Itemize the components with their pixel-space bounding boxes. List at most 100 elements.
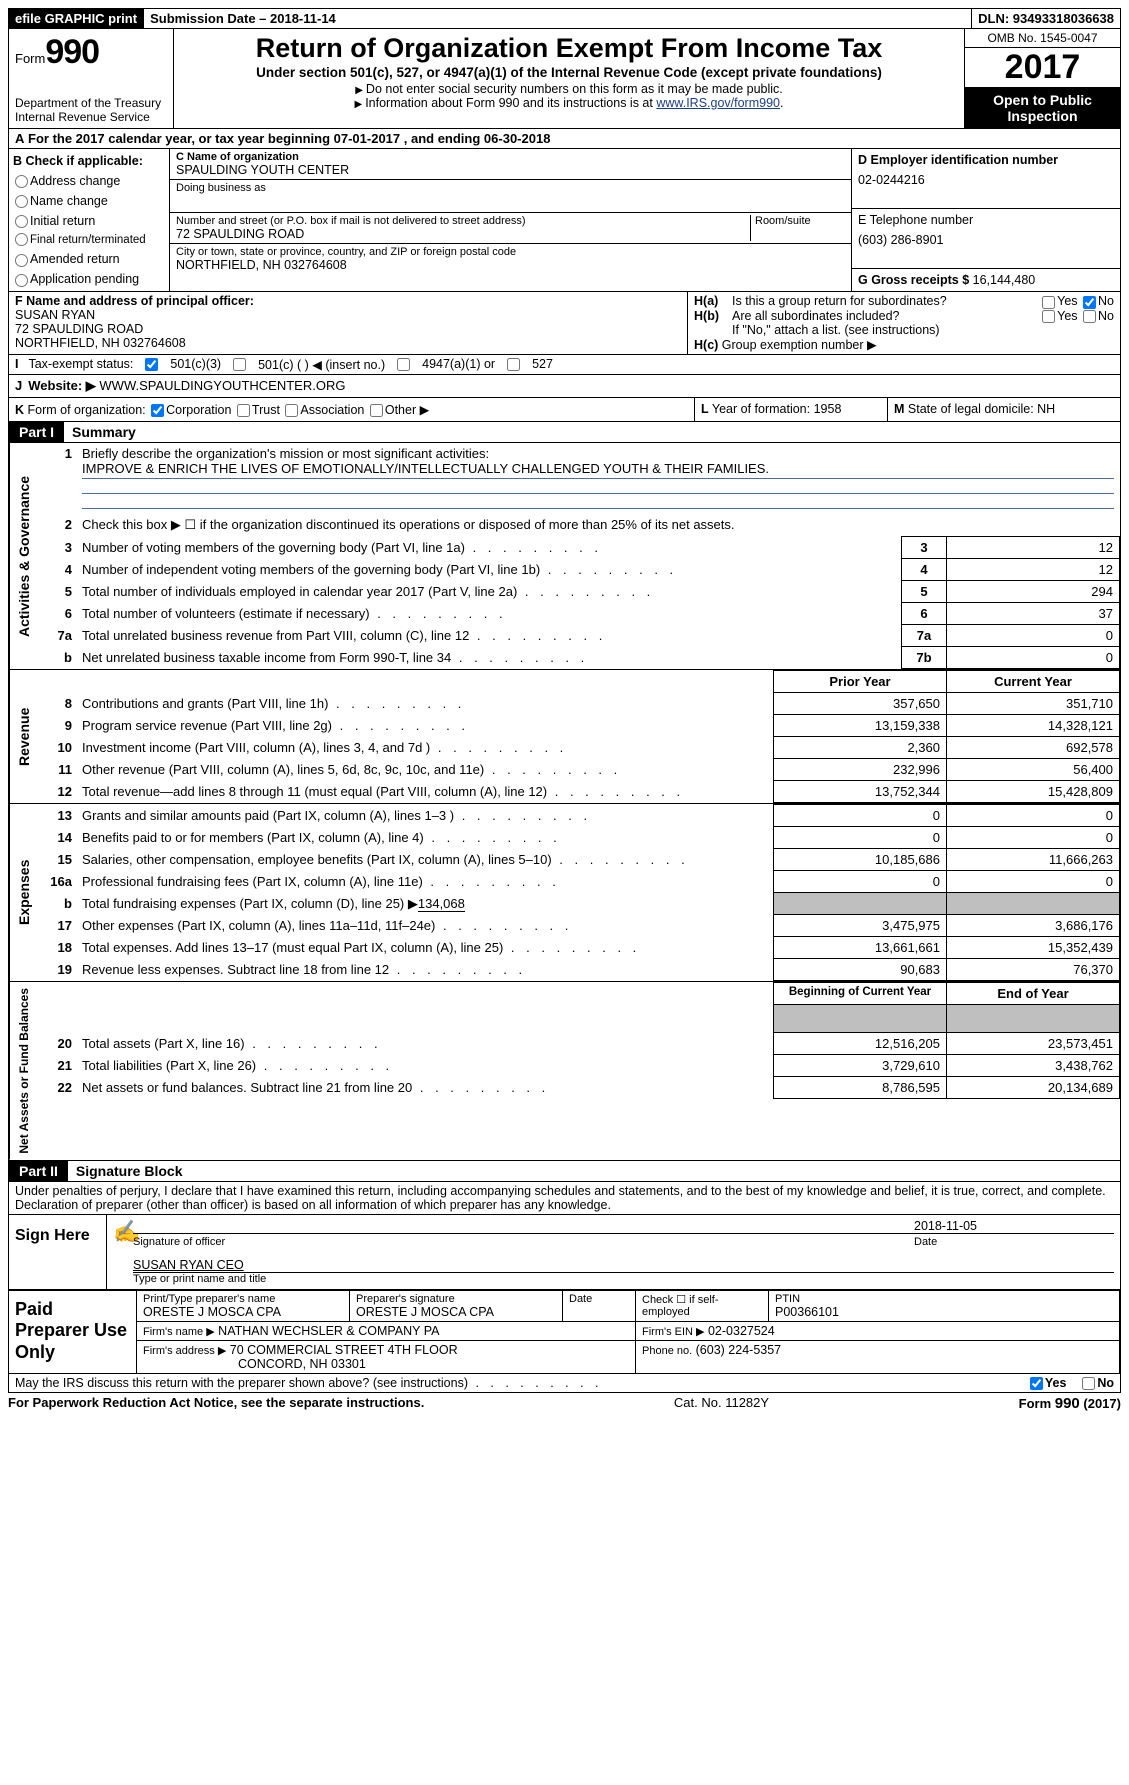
trust-check[interactable] xyxy=(237,404,250,417)
prep-name-label: Print/Type preparer's name xyxy=(143,1293,343,1305)
prior-val: 13,752,344 xyxy=(774,781,947,803)
city-value: NORTHFIELD, NH 032764608 xyxy=(176,258,845,272)
current-val: 15,428,809 xyxy=(947,781,1120,803)
line-desc: Program service revenue (Part VIII, line… xyxy=(76,715,774,737)
line-num: 10 xyxy=(38,737,76,759)
expenses-section: Expenses 13 Grants and similar amounts p… xyxy=(8,804,1121,982)
501c-check[interactable] xyxy=(233,358,246,371)
form-header: Form990 Department of the Treasury Inter… xyxy=(8,29,1121,129)
state-domicile: NH xyxy=(1037,402,1055,416)
form-subtitle: Under section 501(c), 527, or 4947(a)(1)… xyxy=(180,64,958,82)
date-label: Date xyxy=(914,1236,1114,1248)
k-label: K xyxy=(15,403,24,417)
org-name-label: C Name of organization xyxy=(176,151,845,163)
dba-label: Doing business as xyxy=(176,182,845,194)
prior-val: 0 xyxy=(774,827,947,849)
initial-return-radio[interactable] xyxy=(15,215,28,228)
corp-check[interactable] xyxy=(151,404,164,417)
line-num: 13 xyxy=(38,805,76,827)
line-num: 20 xyxy=(38,1033,76,1055)
officer-name: SUSAN RYAN xyxy=(15,308,681,322)
line-num: 9 xyxy=(38,715,76,737)
current-val: 3,686,176 xyxy=(947,915,1120,937)
line-val: 0 xyxy=(947,625,1120,647)
irs-link[interactable]: www.IRS.gov/form990 xyxy=(656,96,780,110)
assoc-check[interactable] xyxy=(285,404,298,417)
row-a-pre: For the 2017 calendar year, or tax year … xyxy=(28,131,334,146)
line-box: 7b xyxy=(902,647,947,669)
line-desc: Revenue less expenses. Subtract line 18 … xyxy=(76,959,774,981)
hb-yes-check[interactable] xyxy=(1042,310,1055,323)
ha-no-check[interactable] xyxy=(1083,296,1096,309)
line-val: 37 xyxy=(947,603,1120,625)
current-val: 14,328,121 xyxy=(947,715,1120,737)
dept-treasury: Department of the Treasury xyxy=(15,96,167,110)
line1-text: Briefly describe the organization's miss… xyxy=(82,446,489,461)
ha-text: Is this a group return for subordinates? xyxy=(732,294,1040,308)
discuss-yes-check[interactable] xyxy=(1030,1377,1043,1390)
f-cell: F Name and address of principal officer:… xyxy=(9,292,688,353)
arrow-icon xyxy=(355,96,366,110)
org-name: SPAULDING YOUTH CENTER xyxy=(176,163,845,177)
firm-addr-label: Firm's address ▶ xyxy=(143,1345,226,1357)
bcd-grid: B Check if applicable: Address change Na… xyxy=(8,149,1121,292)
other-check[interactable] xyxy=(370,404,383,417)
paid-preparer-label: Paid Preparer Use Only xyxy=(9,1291,137,1373)
name-change-radio[interactable] xyxy=(15,195,28,208)
discuss-no-check[interactable] xyxy=(1082,1377,1095,1390)
trust-label: Trust xyxy=(252,403,280,417)
name-change-label: Name change xyxy=(30,194,108,208)
501c3-check[interactable] xyxy=(145,358,158,371)
part1-header: Part I xyxy=(9,422,64,442)
line-num: 17 xyxy=(38,915,76,937)
firm-addr2: CONCORD, NH 03301 xyxy=(238,1357,366,1371)
line-val: 12 xyxy=(947,559,1120,581)
firm-addr1: 70 COMMERCIAL STREET 4TH FLOOR xyxy=(230,1343,458,1357)
line-desc: Other revenue (Part VIII, column (A), li… xyxy=(76,759,774,781)
4947-check[interactable] xyxy=(397,358,410,371)
part1-header-row: Part I Summary xyxy=(8,422,1121,443)
end-val: 20,134,689 xyxy=(947,1077,1120,1099)
begin-val: 3,729,610 xyxy=(774,1055,947,1077)
prior-val: 3,475,975 xyxy=(774,915,947,937)
end-year-header: End of Year xyxy=(947,983,1120,1005)
f-label: F Name and address of principal officer: xyxy=(15,294,681,308)
line-desc: Contributions and grants (Part VIII, lin… xyxy=(76,693,774,715)
amended-return-radio[interactable] xyxy=(15,254,28,267)
i-row: I Tax-exempt status: 501(c)(3) 501(c) ( … xyxy=(8,355,1121,375)
line-desc: Total revenue—add lines 8 through 11 (mu… xyxy=(76,781,774,803)
phone-label: E Telephone number xyxy=(858,213,1114,227)
col-b: B Check if applicable: Address change Na… xyxy=(9,149,170,291)
self-employed-check: Check ☐ if self-employed xyxy=(636,1291,769,1322)
section-a-label: A xyxy=(15,131,24,146)
amended-return-label: Amended return xyxy=(30,252,120,266)
address-change-radio[interactable] xyxy=(15,175,28,188)
line-num: 21 xyxy=(38,1055,76,1077)
application-pending-radio[interactable] xyxy=(15,274,28,287)
current-val: 351,710 xyxy=(947,693,1120,715)
top-bar: efile GRAPHIC print Submission Date – 20… xyxy=(8,8,1121,29)
begin-val: 8,786,595 xyxy=(774,1077,947,1099)
address-change-label: Address change xyxy=(30,174,120,188)
4947-label: 4947(a)(1) or xyxy=(422,357,495,371)
col-d: D Employer identification number 02-0244… xyxy=(852,149,1120,291)
current-val: 56,400 xyxy=(947,759,1120,781)
paperwork-notice: For Paperwork Reduction Act Notice, see … xyxy=(8,1395,424,1412)
sign-here-block: Sign Here ✍ 2018-11-05 Signature of offi… xyxy=(8,1215,1121,1290)
name-title-label: Type or print name and title xyxy=(133,1273,1114,1285)
hb-note: If "No," attach a list. (see instruction… xyxy=(694,323,1114,337)
tax-year-begin: 07-01-2017 xyxy=(334,131,401,146)
hb-text: Are all subordinates included? xyxy=(732,309,1040,323)
hb-no-check[interactable] xyxy=(1083,310,1096,323)
prior-year-header: Prior Year xyxy=(774,671,947,693)
discuss-yes: Yes xyxy=(1045,1376,1067,1390)
ha-yes-check[interactable] xyxy=(1042,296,1055,309)
yes-label: Yes xyxy=(1057,294,1077,308)
i-label: I xyxy=(15,357,18,371)
final-return-radio[interactable] xyxy=(15,233,28,246)
prep-date-label: Date xyxy=(569,1293,629,1305)
line-desc: Number of independent voting members of … xyxy=(76,559,902,581)
line-num: 14 xyxy=(38,827,76,849)
line-box: 5 xyxy=(902,581,947,603)
527-check[interactable] xyxy=(507,358,520,371)
